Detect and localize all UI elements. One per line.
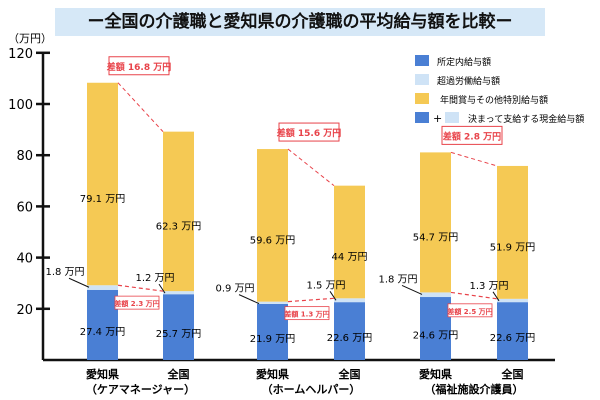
bar-overtime xyxy=(497,298,528,303)
bar-base xyxy=(257,303,288,360)
bar-overtime xyxy=(420,292,451,298)
bar-bonus xyxy=(257,149,288,302)
bar-overtime xyxy=(257,301,288,304)
data-label-bonus: 54.7 万円 xyxy=(413,232,458,243)
legend-label: 年間賞与その他特別給与額 xyxy=(440,94,548,106)
leader-line xyxy=(401,284,423,295)
diff-box-fixed xyxy=(447,303,493,318)
y-tick-label: 60 xyxy=(16,200,33,215)
x-tick-label: 全国 xyxy=(501,367,524,381)
bar-base xyxy=(163,294,194,360)
y-tick-label: 120 xyxy=(8,47,33,62)
data-label-base: 27.4 万円 xyxy=(80,327,125,338)
leader-line xyxy=(68,277,90,288)
y-axis-label: （万円） xyxy=(8,32,52,45)
bar-bonus xyxy=(87,82,118,286)
x-tick-label: 愛知県 xyxy=(419,367,452,381)
x-tick-label: 愛知県 xyxy=(256,367,289,381)
bar-base xyxy=(497,302,528,360)
legend-swatch xyxy=(415,93,429,104)
y-tick-label: 40 xyxy=(16,252,33,267)
data-label-base: 22.6 万円 xyxy=(490,333,535,344)
legend-swatch xyxy=(415,112,429,123)
diff-label-total: 差額 2.8 万円 xyxy=(443,130,501,142)
diff-box-total xyxy=(108,56,170,76)
diff-label-total: 差額 15.6 万円 xyxy=(277,127,341,139)
diff-label-fixed: 差額 2.5 万円 xyxy=(447,307,492,316)
group-label: （福祉施設介護員） xyxy=(425,382,524,396)
bar-overtime xyxy=(334,298,365,303)
diff-line-total xyxy=(287,148,335,187)
bar-base xyxy=(420,297,451,360)
legend-swatch xyxy=(415,55,429,66)
data-label-overtime: 1.3 万円 xyxy=(469,281,508,292)
bar-base xyxy=(334,302,365,360)
leader-line xyxy=(158,283,166,294)
diff-line-total xyxy=(450,151,498,167)
bar-bonus xyxy=(334,185,365,299)
diff-box-total xyxy=(278,122,340,142)
x-tick-label: 全国 xyxy=(167,367,190,381)
data-label-base: 25.7 万円 xyxy=(156,329,201,340)
diff-line-fixed xyxy=(450,291,498,300)
data-label-overtime: 0.9 万円 xyxy=(215,284,254,295)
data-label-overtime: 1.8 万円 xyxy=(45,267,84,278)
data-label-overtime: 1.2 万円 xyxy=(135,273,174,284)
bar-overtime xyxy=(163,291,194,295)
data-label-bonus: 79.1 万円 xyxy=(80,194,125,205)
diff-label-total: 差額 16.8 万円 xyxy=(107,61,171,73)
data-label-overtime: 1.8 万円 xyxy=(378,274,417,285)
data-label-base: 21.9 万円 xyxy=(250,334,295,345)
bar-base xyxy=(87,289,118,360)
data-label-base: 22.6 万円 xyxy=(327,333,372,344)
legend-label: 所定内給与額 xyxy=(437,56,491,68)
x-tick-label: 全国 xyxy=(338,367,361,381)
data-label-bonus: 62.3 万円 xyxy=(156,221,201,232)
bar-overtime xyxy=(87,285,118,290)
data-label-bonus: 44 万円 xyxy=(332,252,368,263)
data-label-bonus: 51.9 万円 xyxy=(490,242,535,253)
legend-label: 決まって支給する現金給与額 xyxy=(468,113,584,125)
diff-line-fixed xyxy=(287,297,335,303)
diff-box-total xyxy=(441,125,503,145)
diff-line-total xyxy=(117,82,164,132)
bar-bonus xyxy=(420,152,451,293)
data-label-bonus: 59.6 万円 xyxy=(250,235,295,246)
y-tick-label: 100 xyxy=(8,98,33,113)
y-tick-label: 20 xyxy=(16,303,33,318)
leader-line xyxy=(329,291,337,301)
group-label: （ケアマネージャー） xyxy=(86,383,195,396)
group-label: （ホームヘルパー） xyxy=(262,383,361,396)
diff-box-fixed xyxy=(284,306,330,321)
diff-line-fixed xyxy=(117,284,164,292)
x-tick-label: 愛知県 xyxy=(86,367,119,381)
data-label-overtime: 1.5 万円 xyxy=(306,280,345,291)
diff-label-fixed: 差額 2.3 万円 xyxy=(114,299,159,308)
diff-box-fixed xyxy=(114,295,160,310)
legend-plus: + xyxy=(433,112,442,125)
bar-bonus xyxy=(497,165,528,299)
chart-title: ー全国の介護職と愛知県の介護職の平均給与額を比較ー xyxy=(55,8,545,36)
y-tick-label: 80 xyxy=(16,149,33,164)
legend-swatch xyxy=(445,112,459,123)
bar-bonus xyxy=(163,131,194,292)
legend-label: 超過労働給与額 xyxy=(437,75,500,87)
leader-line xyxy=(238,294,260,305)
data-label-base: 24.6 万円 xyxy=(413,331,458,342)
diff-label-fixed: 差額 1.3 万円 xyxy=(284,310,329,319)
legend-swatch xyxy=(415,74,429,85)
leader-line xyxy=(492,291,500,302)
